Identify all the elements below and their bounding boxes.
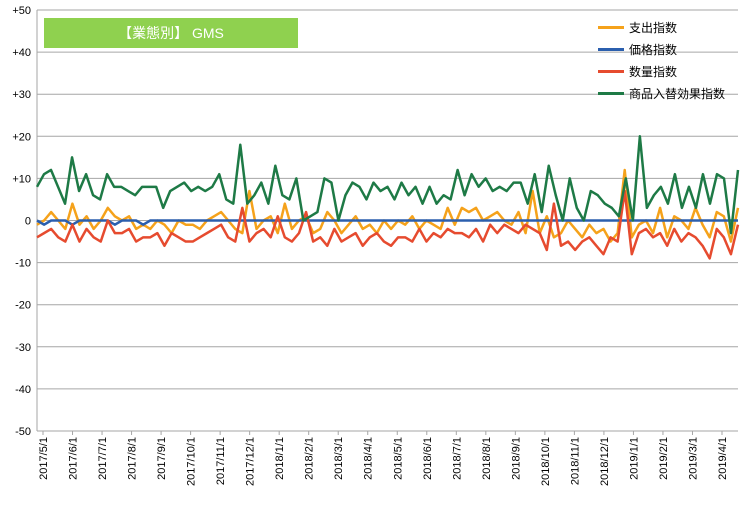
legend-item: 価格指数 [598,38,725,60]
series-line-3 [35,135,740,235]
x-tick-label: 2018/5/1 [392,437,404,480]
legend-item: 商品入替効果指数 [598,82,725,104]
x-tick-label: 2019/3/1 [687,437,699,480]
y-tick-label: 0 [25,216,31,228]
chart-title: 【業態別】 GMS [44,18,298,48]
series-line-2 [36,189,740,260]
x-tick-label: 2017/10/1 [186,437,198,486]
legend-item: 支出指数 [598,16,725,38]
x-tick-label: 2017/5/1 [38,437,50,480]
y-tick-label: -50 [15,426,31,438]
legend-label: 価格指数 [629,42,678,57]
legend-item: 数量指数 [598,60,725,82]
x-tick-label: 2019/2/1 [658,437,670,480]
x-tick-label: 2017/9/1 [156,437,168,480]
x-tick-label: 2018/12/1 [599,437,611,486]
x-tick-label: 2017/8/1 [127,437,139,480]
x-tick-label: 2017/7/1 [97,437,109,480]
x-tick-label: 2019/4/1 [717,437,729,480]
x-tick-label: 2019/1/1 [628,437,640,480]
legend-swatch [598,69,624,73]
x-tick-label: 2018/9/1 [510,437,522,480]
x-tick-label: 2017/6/1 [68,437,80,480]
x-tick-label: 2018/4/1 [363,437,375,480]
y-tick-label: -40 [15,384,31,396]
x-tick-label: 2017/11/1 [215,437,227,485]
x-tick-label: 2018/8/1 [481,437,493,480]
series-lines [35,135,740,260]
legend-label: 商品入替効果指数 [629,86,726,101]
legend-swatch [598,25,624,29]
y-tick-label: +30 [12,89,31,101]
y-tick-label: -20 [15,300,31,312]
legend-label: 数量指数 [629,64,678,79]
x-tick-label: 2018/11/1 [569,437,581,485]
legend-swatch [598,91,624,95]
legend-label: 支出指数 [629,20,678,35]
y-axis-ticks: +50 +40 +30 +20 +10 0 -10 -20 -30 -40 -50 [12,5,31,438]
legend-swatch [598,47,624,51]
x-tick-label: 2018/6/1 [422,437,434,480]
y-tick-label: +40 [12,47,31,59]
y-tick-label: +10 [12,173,31,185]
y-tick-label: +20 [12,131,31,143]
x-tick-label: 2018/10/1 [540,437,552,486]
x-tick-label: 2018/1/1 [274,437,286,480]
y-tick-label: +50 [12,5,31,17]
x-tick-label: 2018/7/1 [451,437,463,480]
y-tick-label: -10 [15,258,31,270]
x-tick-label: 2018/3/1 [333,437,345,480]
x-axis-ticks: 2017/5/1 2017/6/1 2017/7/1 2017/8/1 2017/9/1… [38,431,729,486]
y-tick-label: -30 [15,342,31,354]
x-tick-label: 2017/12/1 [245,437,257,486]
legend: 支出指数 価格指数 数量指数 商品入替効果指数 [598,16,725,104]
x-tick-label: 2018/2/1 [304,437,316,480]
